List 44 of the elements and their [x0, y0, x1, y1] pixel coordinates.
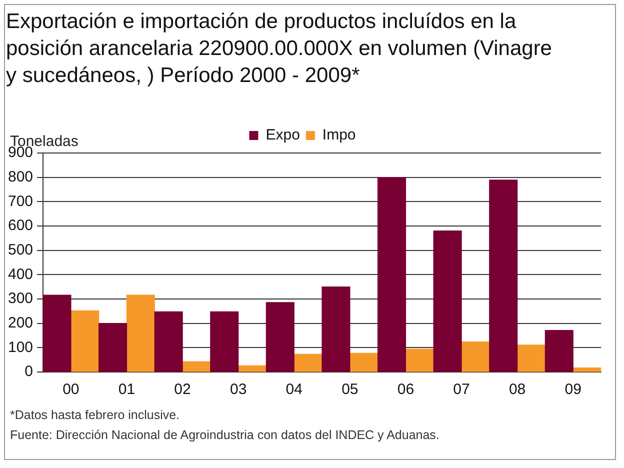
bar — [377, 177, 406, 372]
x-tick-label: 03 — [230, 381, 247, 398]
y-tick-label: 100 — [8, 338, 34, 356]
x-tick-label: 09 — [564, 381, 582, 398]
bar — [461, 341, 490, 372]
bar — [322, 286, 350, 372]
legend-label: Expo — [266, 126, 300, 144]
x-tick-label: 07 — [453, 381, 470, 398]
y-tick-label: 600 — [8, 217, 34, 234]
y-tick-label: 0 — [24, 363, 34, 380]
x-tick-label: 01 — [118, 381, 136, 398]
y-tick-label: 800 — [8, 168, 34, 186]
bar — [154, 311, 183, 372]
y-tick-label: 300 — [8, 290, 34, 308]
y-tick-label: 200 — [8, 314, 34, 332]
bar — [350, 352, 378, 372]
text: *Datos hasta febrero inclusive. — [10, 407, 181, 424]
x-tick-label: 00 — [62, 381, 80, 398]
bar — [182, 361, 211, 372]
y-tick-label: 500 — [8, 241, 34, 258]
chart-title: Exportación e importación de productos incluídos en la posición arancelaria 220900.00.000X en volumen (Vinagre y sucedáneos, ) Período 2000 - 2009* — [6, 9, 553, 89]
x-tick-label: 05 — [342, 381, 358, 398]
bar — [238, 365, 267, 372]
x-tick-label: 06 — [397, 381, 414, 398]
source-note: Fuente: Dirección Nacional de Agroindustria con datos del INDEC y Aduanas. — [10, 427, 440, 444]
bar — [572, 368, 601, 372]
bar — [516, 344, 546, 372]
bar — [405, 348, 434, 372]
bar — [126, 294, 155, 372]
x-tick-label: 08 — [508, 381, 526, 398]
bar — [489, 180, 518, 372]
bar — [98, 323, 128, 372]
x-tick-label: 04 — [286, 381, 302, 398]
bar — [433, 230, 462, 372]
bar — [266, 302, 294, 372]
bar — [70, 310, 100, 372]
x-tick-label: 02 — [174, 381, 191, 398]
bar — [210, 311, 239, 372]
legend-label: Impo — [322, 126, 356, 144]
bar — [43, 294, 72, 372]
y-tick-label: 700 — [8, 192, 34, 210]
bar — [544, 330, 574, 372]
bar — [294, 354, 322, 372]
y-tick-label: 400 — [8, 266, 34, 283]
